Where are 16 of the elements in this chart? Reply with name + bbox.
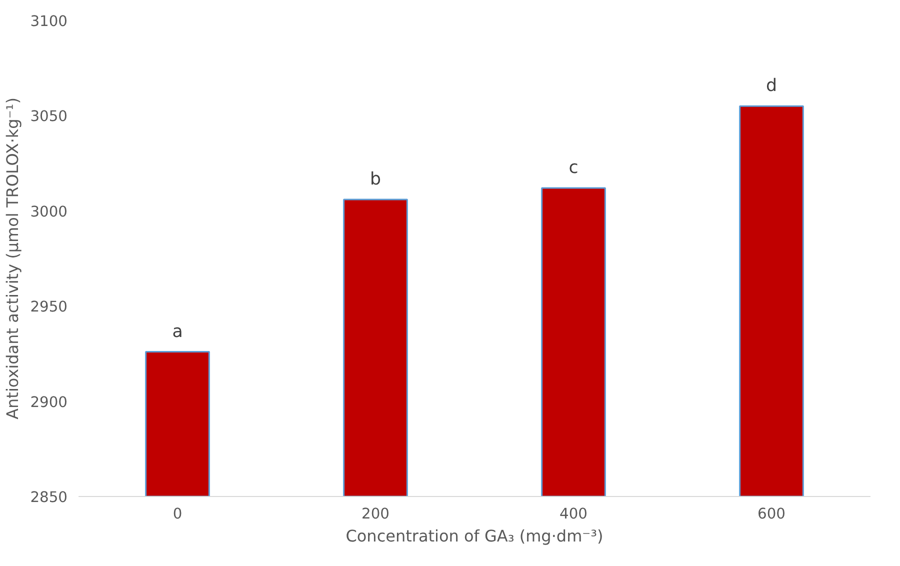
x-tick-label: 600 bbox=[758, 506, 786, 522]
x-tick-label: 200 bbox=[362, 506, 390, 522]
y-tick-label: 3100 bbox=[30, 13, 68, 30]
y-axis-title: Antioxidant activity (µmol TROLOX·kg⁻¹) bbox=[3, 98, 22, 420]
x-tick-label: 400 bbox=[560, 506, 588, 522]
annotation: a bbox=[172, 322, 183, 342]
y-tick-label: 2850 bbox=[30, 489, 68, 506]
annotation: d bbox=[766, 76, 777, 96]
x-axis-title: Concentration of GA₃ (mg·dm⁻³) bbox=[346, 526, 604, 546]
annotation: b bbox=[370, 169, 381, 190]
y-tick-label: 3000 bbox=[30, 203, 68, 220]
y-tick-label: 3050 bbox=[30, 108, 68, 126]
y-tick-label: 2900 bbox=[30, 394, 68, 411]
annotation: c bbox=[568, 158, 578, 178]
x-tick-label: 0 bbox=[172, 506, 182, 522]
y-tick-label: 2950 bbox=[30, 298, 68, 316]
